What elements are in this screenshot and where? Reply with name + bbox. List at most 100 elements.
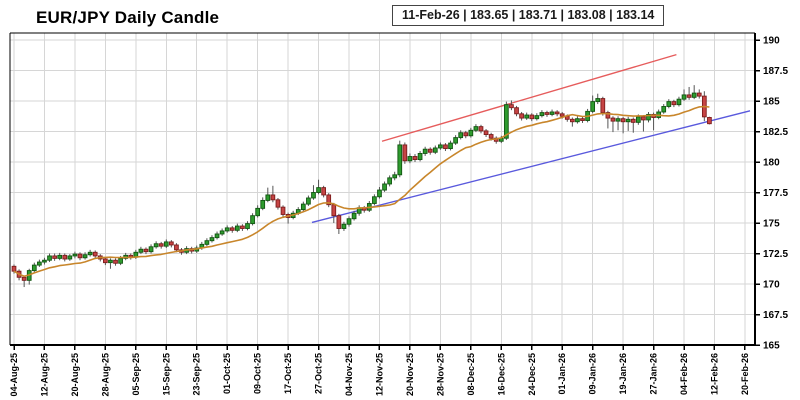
y-tick-label: 185	[763, 97, 780, 108]
candle-body-up	[681, 94, 687, 100]
y-tick-label: 180	[763, 158, 780, 169]
y-tick-label: 172.5	[763, 249, 788, 260]
candle-body-up	[422, 148, 428, 154]
x-tick-label: 16-Dec-25	[496, 353, 506, 396]
candle-body-up	[468, 129, 474, 137]
candle-body-down	[630, 118, 636, 123]
x-tick-label: 09-Jan-26	[588, 353, 598, 395]
candle-body-down	[483, 130, 489, 135]
candle-body-up	[625, 118, 631, 123]
x-tick-label: 19-Jan-26	[618, 353, 628, 395]
candle-body-up	[595, 98, 601, 103]
y-tick-label: 190	[763, 36, 780, 47]
ohlc-info-text: 11-Feb-26 | 183.65 | 183.71 | 183.08 | 1…	[402, 8, 655, 22]
candle-body-up	[377, 189, 382, 198]
candle-body-down	[402, 144, 408, 162]
candle-body-down	[443, 144, 448, 150]
candle-body-up	[590, 101, 596, 112]
candle-body-up	[646, 113, 651, 121]
candle-body-up	[524, 114, 530, 119]
candle-body-down	[529, 114, 535, 120]
candle-body-up	[635, 116, 641, 123]
candle-body-up	[575, 118, 580, 123]
candle-body-down	[321, 187, 326, 196]
candle-body-down	[463, 132, 469, 137]
x-tick-label: 20-Aug-25	[70, 353, 80, 397]
candle-body-up	[163, 241, 169, 247]
x-tick-label: 15-Sep-25	[161, 353, 171, 396]
candle-body-down	[580, 118, 585, 121]
x-tick-label: 04-Feb-26	[679, 353, 689, 395]
candle-body-up	[397, 144, 403, 176]
candle-body-up	[82, 254, 88, 259]
candle-body-up	[448, 142, 453, 150]
x-tick-label: 12-Aug-25	[39, 353, 49, 397]
candle-body-up	[453, 137, 458, 144]
chart-title: EUR/JPY Daily Candle	[36, 8, 220, 27]
x-tick-label: 12-Nov-25	[374, 353, 384, 396]
candle-body-down	[103, 258, 108, 264]
candle-body-up	[255, 207, 260, 217]
candle-body-down	[478, 126, 484, 132]
candle-body-down	[169, 241, 174, 246]
candle-body-down	[427, 148, 433, 153]
candle-body-up	[87, 251, 93, 256]
x-tick-label: 20-Feb-26	[740, 353, 750, 395]
candle-body-down	[77, 253, 83, 259]
x-tick-label: 27-Oct-25	[314, 353, 324, 394]
candle-body-up	[67, 255, 73, 260]
candle-body-down	[488, 134, 494, 139]
candle-body-down	[143, 248, 149, 253]
x-tick-label: 12-Feb-26	[709, 353, 719, 395]
y-tick-label: 187.5	[763, 66, 788, 77]
candle-body-down	[671, 101, 677, 106]
candle-body-up	[245, 223, 250, 229]
candle-body-down	[696, 92, 702, 97]
candle-body-up	[392, 174, 398, 179]
y-tick-label: 170	[763, 280, 780, 291]
candle-body-down	[514, 107, 519, 115]
moving-average-line	[13, 105, 710, 278]
candle-body-down	[92, 251, 98, 257]
candle-body-up	[234, 225, 240, 231]
x-tick-label: 28-Nov-25	[435, 353, 445, 396]
candle-body-up	[72, 253, 78, 257]
candle-body-down	[336, 215, 342, 229]
candle-body-down	[509, 104, 514, 109]
y-tick-label: 165	[763, 341, 780, 352]
candle-body-down	[331, 204, 337, 217]
candle-body-down	[229, 227, 235, 231]
y-tick-label: 167.5	[763, 310, 788, 321]
x-tick-label: 04-Aug-25	[9, 353, 19, 397]
x-tick-label: 28-Aug-25	[100, 353, 110, 397]
candle-body-down	[270, 194, 276, 201]
candle-body-down	[113, 259, 118, 264]
candle-body-up	[37, 261, 42, 266]
candle-body-up	[57, 254, 63, 259]
candle-body-up	[676, 98, 682, 106]
candle-body-down	[326, 194, 332, 206]
x-tick-label: 24-Dec-25	[527, 353, 537, 396]
candle-body-down	[559, 113, 565, 117]
candle-body-up	[260, 199, 266, 209]
candle-body-up	[108, 259, 113, 264]
candle-body-up	[407, 156, 413, 162]
x-tick-label: 05-Sep-25	[131, 353, 141, 396]
candle-body-down	[620, 118, 626, 123]
candle-body-up	[661, 106, 667, 113]
candle-body-down	[570, 118, 575, 123]
support-trendline	[311, 110, 751, 224]
candle-body-up	[615, 118, 621, 122]
candle-body-up	[341, 223, 347, 229]
candle-body-up	[265, 194, 271, 201]
candle-body-down	[412, 156, 418, 161]
candle-body-up	[118, 257, 123, 264]
candle-body-up	[346, 218, 352, 225]
candle-body-up	[138, 248, 144, 253]
candle-body-down	[174, 244, 179, 251]
candle-body-down	[554, 111, 560, 115]
candle-body-up	[438, 144, 443, 149]
candle-body-down	[52, 255, 57, 259]
